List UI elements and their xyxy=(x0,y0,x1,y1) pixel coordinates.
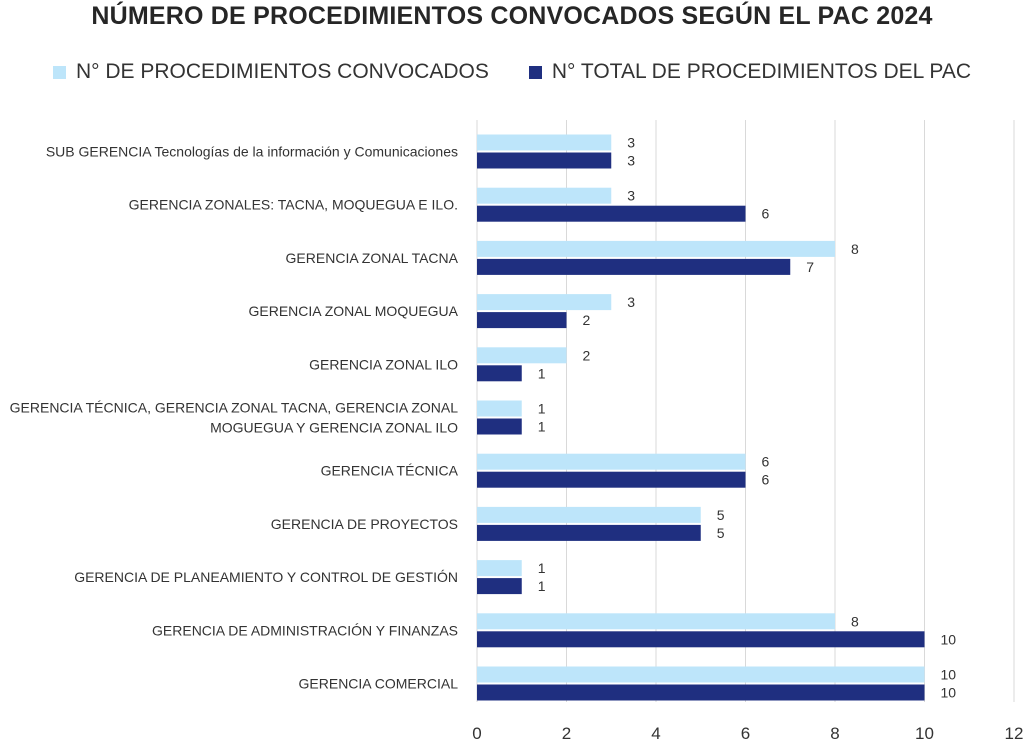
data-label-s1-9: 8 xyxy=(851,613,859,629)
data-label-s2-2: 7 xyxy=(806,259,814,275)
data-label-s2-5: 1 xyxy=(538,419,546,435)
x-tick-label-4: 4 xyxy=(651,724,660,740)
data-label-s1-1: 3 xyxy=(627,188,635,204)
category-label-9: GERENCIA DE ADMINISTRACIÓN Y FINANZAS xyxy=(152,622,458,638)
bar-s1-3 xyxy=(477,294,612,311)
bar-s1-4 xyxy=(477,347,567,364)
legend-label-convocados: N° DE PROCEDIMIENTOS CONVOCADOS xyxy=(75,60,489,83)
data-label-s1-3: 3 xyxy=(627,294,635,310)
chart-title: NÚMERO DE PROCEDIMIENTOS CONVOCADOS SEGÚ… xyxy=(91,2,933,30)
legend: N° DE PROCEDIMIENTOS CONVOCADOS N° TOTAL… xyxy=(0,60,1024,84)
category-label-8: GERENCIA DE PLANEAMIENTO Y CONTROL DE GE… xyxy=(74,569,458,585)
data-label-s1-5: 1 xyxy=(538,401,546,417)
x-tick-label-12: 12 xyxy=(1005,724,1024,740)
data-label-s1-6: 6 xyxy=(762,454,770,470)
category-label-3: GERENCIA ZONAL MOQUEGUA xyxy=(248,303,458,319)
bar-s1-2 xyxy=(477,240,835,257)
bar-s1-0 xyxy=(477,134,612,151)
category-label-0: SUB GERENCIA Tecnologías de la informaci… xyxy=(46,144,458,160)
category-label-10: GERENCIA COMERCIAL xyxy=(299,676,459,692)
bar-s1-8 xyxy=(477,560,522,577)
data-label-s1-2: 8 xyxy=(851,241,859,257)
bar-s2-6 xyxy=(477,471,746,488)
bar-s2-10 xyxy=(477,684,925,701)
data-label-s2-0: 3 xyxy=(627,153,635,169)
bar-s2-2 xyxy=(477,258,791,275)
bar-s2-5 xyxy=(477,418,522,435)
data-label-s1-10: 10 xyxy=(941,667,957,683)
category-label-5: GERENCIA TÉCNICA, GERENCIA ZONAL TACNA, … xyxy=(10,400,459,436)
data-label-s2-6: 6 xyxy=(762,472,770,488)
bar-s1-6 xyxy=(477,453,746,470)
bar-s2-0 xyxy=(477,152,612,169)
bar-s2-9 xyxy=(477,631,925,648)
data-label-s1-8: 1 xyxy=(538,560,546,576)
legend-item-convocados: N° DE PROCEDIMIENTOS CONVOCADOS xyxy=(52,60,489,84)
legend-swatch-convocados xyxy=(52,65,66,79)
x-tick-label-2: 2 xyxy=(562,724,571,740)
x-tick-label-6: 6 xyxy=(741,724,750,740)
category-label-7: GERENCIA DE PROYECTOS xyxy=(271,516,458,532)
bar-s2-3 xyxy=(477,312,567,329)
data-label-s1-4: 2 xyxy=(583,347,591,363)
legend-label-total-pac: N° TOTAL DE PROCEDIMIENTOS DEL PAC xyxy=(551,60,972,83)
bar-s2-8 xyxy=(477,578,522,595)
category-label-2: GERENCIA ZONAL TACNA xyxy=(286,250,459,266)
bar-s2-4 xyxy=(477,365,522,382)
bar-s1-1 xyxy=(477,187,612,204)
x-tick-label-10: 10 xyxy=(915,724,934,740)
bar-s1-9 xyxy=(477,613,835,630)
data-label-s2-10: 10 xyxy=(941,685,957,701)
data-label-s2-7: 5 xyxy=(717,525,725,541)
category-label-6: GERENCIA TÉCNICA xyxy=(321,463,459,479)
data-label-s2-1: 6 xyxy=(762,206,770,222)
category-label-4: GERENCIA ZONAL ILO xyxy=(309,356,458,372)
bar-s1-7 xyxy=(477,506,701,523)
legend-item-total-pac: N° TOTAL DE PROCEDIMIENTOS DEL PAC xyxy=(528,60,972,84)
data-label-s1-7: 5 xyxy=(717,507,725,523)
data-label-s2-8: 1 xyxy=(538,578,546,594)
data-label-s2-4: 1 xyxy=(538,365,546,381)
legend-swatch-total-pac xyxy=(528,65,542,79)
x-tick-label-0: 0 xyxy=(472,724,481,740)
bar-s1-10 xyxy=(477,666,925,683)
bar-s2-7 xyxy=(477,524,701,541)
x-tick-label-8: 8 xyxy=(830,724,839,740)
bar-s1-5 xyxy=(477,400,522,417)
bar-s2-1 xyxy=(477,205,746,222)
category-label-1: GERENCIA ZONALES: TACNA, MOQUEGUA E ILO. xyxy=(129,197,458,213)
data-label-s2-3: 2 xyxy=(583,312,591,328)
data-label-s1-0: 3 xyxy=(627,135,635,151)
data-label-s2-9: 10 xyxy=(941,631,957,647)
